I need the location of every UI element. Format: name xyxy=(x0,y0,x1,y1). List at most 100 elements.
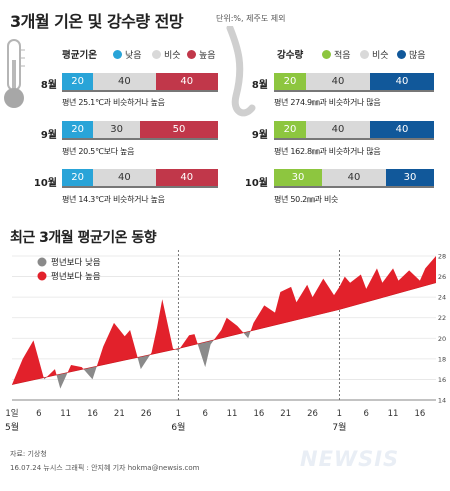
bar-segment-high: 40 xyxy=(370,121,434,138)
y-tick-label: 16 xyxy=(438,376,446,384)
temp-month-label: 10월 xyxy=(33,178,57,189)
bar-segment-low: 20 xyxy=(62,73,94,90)
temp-bar-oct: 20 40 40 xyxy=(62,169,218,188)
legend-temp-high: 높음 xyxy=(187,48,216,61)
x-tick-label: 26 xyxy=(141,409,152,419)
x-tick-label: 11 xyxy=(60,409,71,419)
bar-segment-low: 20 xyxy=(274,121,306,138)
credit-note: 16.07.24 뉴시스 그래픽 : 안지혜 기자 hokma@newsis.c… xyxy=(10,464,200,472)
temp-month-label: 9월 xyxy=(40,130,57,141)
x-tick-label: 16 xyxy=(414,409,425,419)
y-tick-label: 14 xyxy=(438,397,446,405)
x-tick-label: 26 xyxy=(307,409,318,419)
y-tick-label: 26 xyxy=(438,273,446,281)
below-normal-area xyxy=(197,339,214,368)
bar-segment-high: 40 xyxy=(370,73,434,90)
bar-segment-high: 30 xyxy=(386,169,434,186)
bar-segment-low: 20 xyxy=(62,169,94,186)
temp-month-label: 8월 xyxy=(40,80,57,91)
x-tick-label: 21 xyxy=(280,409,291,419)
above-normal-area xyxy=(250,256,436,332)
below-normal-area xyxy=(137,354,151,370)
bar-segment-mid: 40 xyxy=(306,73,370,90)
unit-note: 단위:%, 제주도 제외 xyxy=(216,14,286,23)
above-normal-area xyxy=(67,365,84,373)
rain-desc-sep: 평년 162.8㎜과 비슷하거나 많음 xyxy=(274,147,381,156)
below-normal-area xyxy=(243,331,251,339)
rain-desc-aug: 평년 274.9㎜과 비슷하거나 많음 xyxy=(274,98,381,107)
source-note: 자료: 기상청 xyxy=(10,450,47,458)
legend-above-dot xyxy=(37,271,47,281)
dot-icon xyxy=(187,50,196,59)
legend-rain-mid: 비슷 xyxy=(360,48,389,61)
legend-temp-mid: 비슷 xyxy=(152,48,181,61)
bar-segment-high: 50 xyxy=(139,121,218,138)
x-tick-label: 11 xyxy=(227,409,238,419)
temp-desc-aug: 평년 25.1℃과 비슷하거나 높음 xyxy=(62,98,165,107)
bar-segment-low: 20 xyxy=(274,73,306,90)
rain-month-label: 9월 xyxy=(251,130,268,141)
rain-bar-oct: 30 40 30 xyxy=(274,169,434,188)
x-tick-label: 11 xyxy=(388,409,399,419)
y-tick-label: 22 xyxy=(438,314,446,322)
rain-bar-aug: 20 40 40 xyxy=(274,73,434,92)
bar-segment-high: 40 xyxy=(155,169,218,186)
x-tick-label: 21 xyxy=(114,409,125,419)
legend-below-dot xyxy=(37,257,47,267)
rain-desc-oct: 평년 50.2㎜과 비슷 xyxy=(274,195,339,204)
above-normal-area xyxy=(46,369,57,378)
bar-segment-mid: 30 xyxy=(93,121,140,138)
x-tick-label: 6 xyxy=(364,409,369,419)
bar-segment-mid: 40 xyxy=(93,73,156,90)
normal-temperature-line xyxy=(11,282,437,385)
x-tick-label: 16 xyxy=(253,409,264,419)
dot-icon xyxy=(397,50,406,59)
temperature-header: 평균기온 xyxy=(62,50,97,61)
legend-rain-high: 많음 xyxy=(397,48,426,61)
month-label: 6월 xyxy=(171,421,185,433)
legend-above-label: 평년보다 높음 xyxy=(51,271,101,282)
temp-desc-sep: 평년 20.5℃보다 높음 xyxy=(62,147,135,156)
brand-logo: NEWSIS xyxy=(300,447,400,471)
x-tick-label: 6 xyxy=(36,409,41,419)
y-tick-label: 24 xyxy=(438,294,446,302)
legend-below-label: 평년보다 낮음 xyxy=(51,257,101,268)
bar-segment-low: 30 xyxy=(274,169,322,186)
bar-segment-mid: 40 xyxy=(322,169,386,186)
main-title: 3개월 기온 및 강수량 전망 xyxy=(10,12,184,31)
section-title: 최근 3개월 평균기온 동향 xyxy=(10,230,157,246)
bar-segment-mid: 40 xyxy=(306,121,370,138)
temp-desc-oct: 평년 14.3℃과 비슷하거나 높음 xyxy=(62,195,165,204)
bar-segment-mid: 40 xyxy=(93,169,156,186)
rain-bar-sep: 20 40 40 xyxy=(274,121,434,140)
rain-month-label: 8월 xyxy=(251,80,268,91)
x-tick-label: 1일 xyxy=(5,409,18,419)
precipitation-header: 강수량 xyxy=(277,50,304,61)
below-normal-area xyxy=(83,366,97,380)
above-normal-area xyxy=(96,322,138,367)
month-label: 5월 xyxy=(5,421,19,433)
dot-icon xyxy=(113,50,122,59)
bar-segment-high: 40 xyxy=(155,73,218,90)
above-normal-area xyxy=(12,340,44,385)
above-normal-area xyxy=(150,299,175,355)
x-tick-label: 1 xyxy=(176,409,181,419)
y-tick-label: 20 xyxy=(438,335,446,343)
below-normal-area xyxy=(56,372,68,389)
x-tick-label: 1 xyxy=(337,409,342,419)
rain-month-label: 10월 xyxy=(244,178,268,189)
x-tick-label: 16 xyxy=(87,409,98,419)
y-tick-label: 28 xyxy=(438,253,446,261)
x-tick-label: 6 xyxy=(203,409,208,419)
temp-bar-sep: 20 30 50 xyxy=(62,121,218,140)
dot-icon xyxy=(322,50,331,59)
bar-segment-low: 20 xyxy=(62,121,94,138)
legend-rain-low: 적음 xyxy=(322,48,351,61)
dot-icon xyxy=(152,50,161,59)
dot-icon xyxy=(360,50,369,59)
thermometer-icon xyxy=(4,39,25,108)
temp-bar-aug: 20 40 40 xyxy=(62,73,218,92)
legend-temp-low: 낮음 xyxy=(113,48,142,61)
